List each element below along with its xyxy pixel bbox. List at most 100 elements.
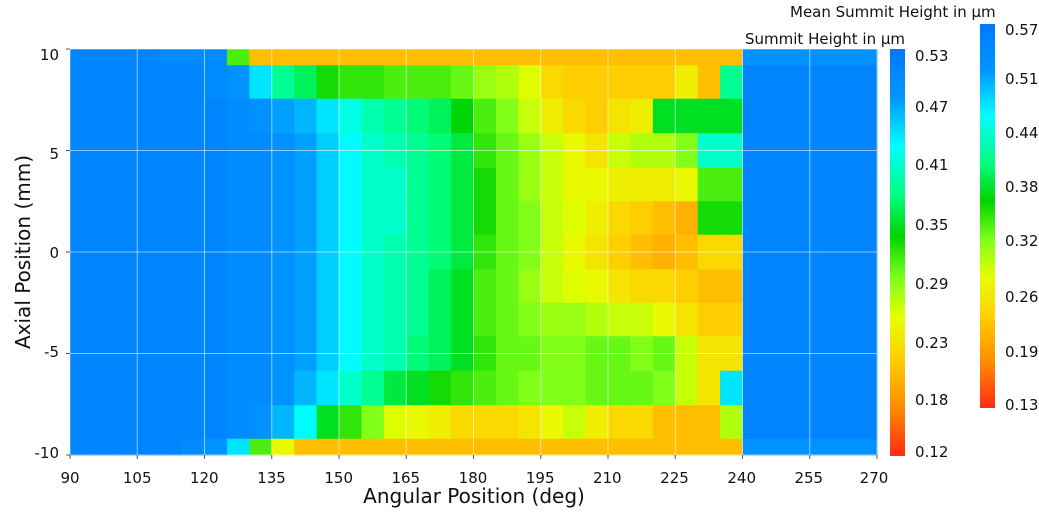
heatmap-cell (854, 201, 878, 236)
heatmap-cell (383, 98, 407, 134)
x-tick-label: 90 (60, 469, 79, 487)
heatmap-cell (787, 405, 811, 440)
y-tick-label: 0 (49, 244, 59, 262)
heatmap-cell (182, 269, 206, 304)
heatmap-cell (271, 438, 295, 456)
heatmap-cell (339, 65, 363, 100)
heatmap-cell (92, 49, 116, 66)
heatmap-cell (697, 98, 721, 134)
x-tick-label: 240 (727, 469, 756, 487)
heatmap-cell (495, 98, 519, 134)
heatmap-cell (720, 201, 744, 236)
heatmap-cell (675, 405, 699, 440)
y-tick-label: 5 (49, 145, 59, 163)
heatmap-cell (137, 302, 161, 337)
heatmap-cell (585, 370, 609, 406)
colorbar-label: 0.26 (1005, 288, 1038, 306)
heatmap-cell (563, 370, 587, 406)
heatmap-cell (114, 167, 138, 202)
heatmap-cell (226, 370, 250, 406)
heatmap-cell (451, 65, 475, 100)
heatmap-cell (854, 167, 878, 202)
heatmap-cell (697, 438, 721, 456)
heatmap-cell (70, 201, 94, 236)
heatmap-cell (473, 201, 497, 236)
heatmap-cell (764, 201, 788, 236)
heatmap-cell (652, 269, 676, 304)
heatmap-cell (495, 370, 519, 406)
heatmap-cell (787, 269, 811, 304)
heatmap-cell (608, 269, 632, 304)
heatmap-cell (585, 302, 609, 337)
colorbar-label: 0.44 (1005, 124, 1038, 142)
heatmap-cell (92, 405, 116, 440)
heatmap-cell (697, 269, 721, 304)
heatmap-cell (383, 370, 407, 406)
heatmap-cell (832, 65, 856, 100)
colorbar-label: 0.57 (1005, 21, 1038, 39)
heatmap-cell (361, 49, 385, 66)
heatmap-cell (563, 49, 587, 66)
heatmap-cell (182, 201, 206, 236)
heatmap-cell (92, 65, 116, 100)
heatmap-cell (608, 49, 632, 66)
heatmap-cell (361, 98, 385, 134)
heatmap-cell (742, 405, 766, 440)
heatmap-cell (720, 98, 744, 134)
heatmap-cell (92, 302, 116, 337)
heatmap-cell (70, 98, 94, 134)
heatmap-cell (316, 370, 340, 406)
heatmap-cell (518, 269, 542, 304)
heatmap-cell (204, 269, 228, 304)
heatmap-cell (137, 370, 161, 406)
heatmap-cell (339, 98, 363, 134)
heatmap-cell (764, 65, 788, 100)
heatmap-cell (428, 370, 452, 406)
heatmap-cell (204, 49, 228, 66)
heatmap-cell (742, 98, 766, 134)
heatmap-cell (540, 49, 564, 66)
heatmap-cell (495, 65, 519, 100)
heatmap-cell (787, 302, 811, 337)
heatmap-cell (451, 98, 475, 134)
heatmap-cell (383, 65, 407, 100)
x-tick-label: 270 (860, 469, 889, 487)
heatmap-cell (809, 98, 833, 134)
heatmap-cell (204, 167, 228, 202)
heatmap-cell (182, 49, 206, 66)
heatmap-cell (383, 167, 407, 202)
heatmap-cell (720, 438, 744, 456)
heatmap-cell (249, 49, 273, 66)
heatmap-cell (608, 167, 632, 202)
heatmap-cell (406, 370, 430, 406)
heatmap-cell (809, 49, 833, 66)
heatmap-cell (406, 302, 430, 337)
heatmap-cell (764, 167, 788, 202)
heatmap-cell (406, 65, 430, 100)
heatmap-cell (540, 201, 564, 236)
heatmap-cell (137, 269, 161, 304)
heatmap-cell (787, 167, 811, 202)
heatmap-cell (854, 49, 878, 66)
heatmap-cell (697, 405, 721, 440)
heatmap-cell (720, 370, 744, 406)
heatmap-cell (630, 438, 654, 456)
heatmap-cell (809, 167, 833, 202)
heatmap-cell (720, 65, 744, 100)
heatmap-cell (294, 98, 318, 134)
heatmap-cell (540, 65, 564, 100)
colorbar-label: 0.12 (915, 443, 948, 461)
heatmap-cell (832, 302, 856, 337)
heatmap-cell (473, 302, 497, 337)
heatmap-cell (406, 438, 430, 456)
heatmap-cell (159, 65, 183, 100)
heatmap-cell (809, 302, 833, 337)
colorbar-summit-height: Summit Height in µm 0.53 0.47 0.41 0.35 … (745, 30, 948, 461)
heatmap-cell (854, 405, 878, 440)
heatmap-cell (652, 405, 676, 440)
heatmap-cell (316, 302, 340, 337)
colorbar-mean-summit-height: Mean Summit Height in µm 0.57 0.51 0.44 … (790, 3, 1038, 414)
heatmap-cell (271, 65, 295, 100)
heatmap-cell (114, 49, 138, 66)
colorbar-gradient (890, 49, 905, 456)
